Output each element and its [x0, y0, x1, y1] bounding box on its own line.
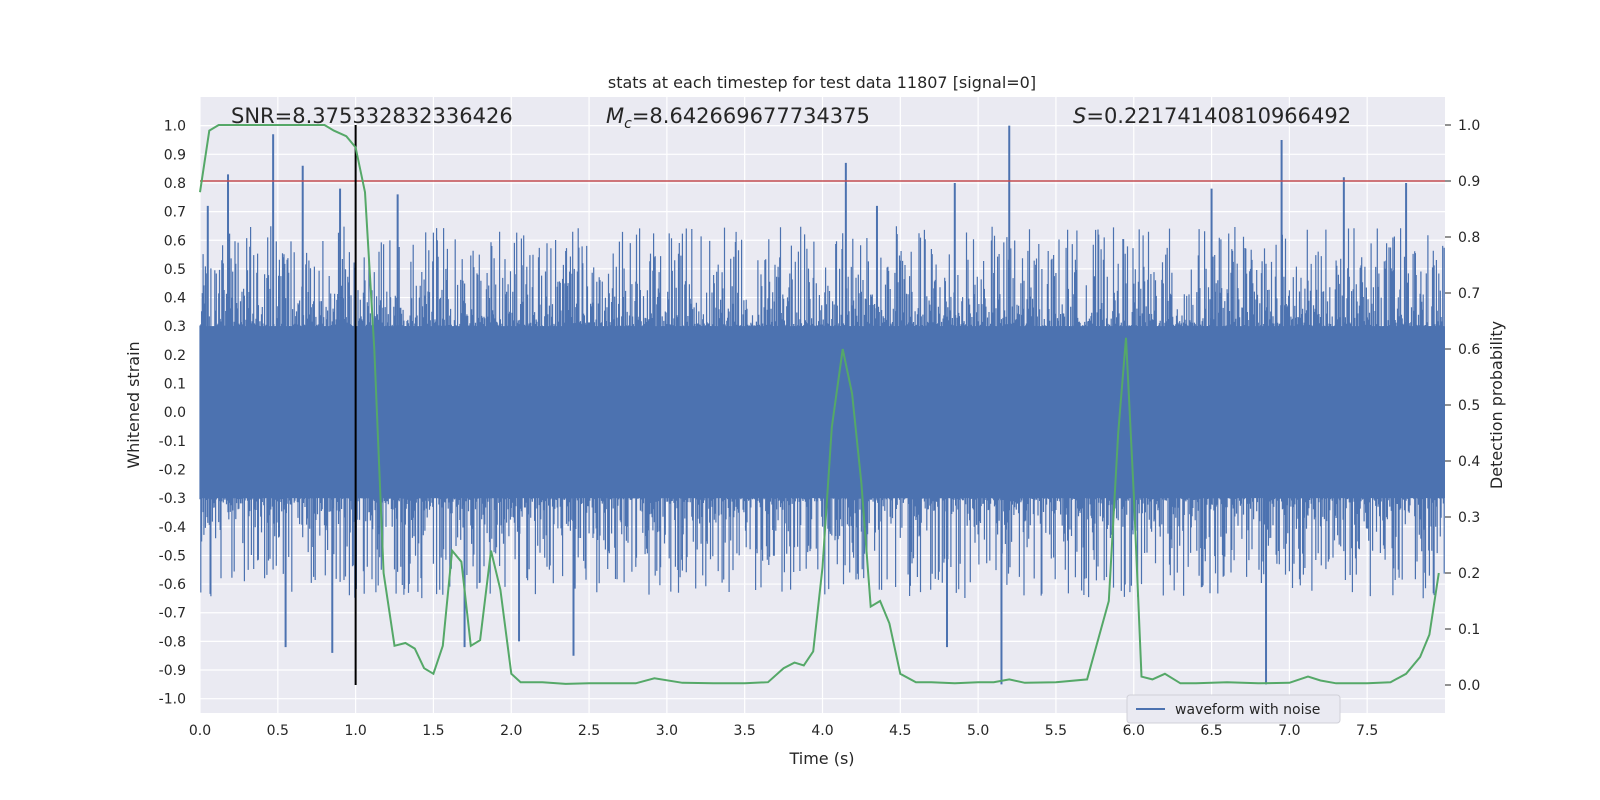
y-tick-label: -0.6	[159, 577, 186, 593]
x-tick-label: 1.5	[422, 723, 444, 739]
y-tick-label: 0.7	[164, 205, 186, 221]
y2-axis-label: Detection probability	[1487, 321, 1506, 489]
waveform-series	[199, 125, 1445, 685]
y-tick-label: -0.5	[159, 548, 186, 564]
x-tick-label: 6.5	[1200, 723, 1222, 739]
y2-tick-labels: 1.0 0.9 0.8 0.7 0.6 0.5 0.4 0.3 0.2 0.1 0.0	[1445, 118, 1480, 694]
x-tick-label: 2.5	[578, 723, 600, 739]
y-tick-label: 0.2	[164, 348, 186, 364]
y-tick-label: -0.1	[159, 434, 186, 450]
mc-symbol: M	[606, 104, 624, 128]
y2-tick-label: 0.8	[1458, 230, 1480, 246]
detection-probability-line	[199, 124, 1440, 685]
x-tick-label: 3.5	[734, 723, 756, 739]
waveform-trace	[199, 226, 1445, 599]
y2-tick-label: 0.7	[1458, 286, 1480, 302]
y-tick-label: 0.4	[164, 291, 186, 307]
y-tick-label: 0.6	[164, 233, 186, 249]
snr-annotation: SNR=8.375332832336426	[231, 104, 513, 128]
chirp-mass-annotation: Mc=8.642669677734375	[606, 104, 870, 132]
y-tick-label: 0.0	[164, 405, 186, 421]
y-tick-label: 0.1	[164, 377, 186, 393]
y2-tick-label: 0.3	[1458, 510, 1480, 526]
x-tick-label: 1.0	[344, 723, 366, 739]
y2-tick-label: 0.6	[1458, 342, 1480, 358]
y-tick-label: -1.0	[159, 692, 186, 708]
y2-tick-label: 1.0	[1458, 118, 1480, 134]
mc-value: =8.642669677734375	[632, 104, 870, 128]
x-tick-label: 7.0	[1278, 723, 1300, 739]
y-tick-label: 0.8	[164, 176, 186, 192]
x-tick-label: 4.0	[811, 723, 833, 739]
legend: waveform with noise	[1126, 694, 1341, 724]
y-tick-label: -0.3	[159, 491, 186, 507]
y-tick-label: 0.3	[164, 319, 186, 335]
x-tick-label: 0.5	[267, 723, 289, 739]
x-tick-label: 0.0	[189, 723, 211, 739]
y-tick-label: 1.0	[164, 119, 186, 135]
s-annotation: S=0.22174140810966492	[1073, 104, 1351, 128]
mc-subscript: c	[624, 116, 632, 132]
s-symbol: S	[1073, 104, 1086, 128]
y-tick-label: -0.2	[159, 462, 186, 478]
x-axis-label: Time (s)	[788, 749, 854, 768]
y-tick-label: 0.9	[164, 147, 186, 163]
chart-title: stats at each timestep for test data 118…	[608, 73, 1036, 92]
x-tick-label: 3.0	[656, 723, 678, 739]
x-tick-labels: 0.0 0.5 1.0 1.5 2.0 2.5 3.0 3.5 4.0 4.5 5.0 5.5 6.0 6…	[189, 723, 1378, 739]
y-tick-label: -0.9	[159, 663, 186, 679]
y2-tick-label: 0.2	[1458, 566, 1480, 582]
y-axis-label: Whitened strain	[124, 341, 143, 468]
y2-tick-label: 0.9	[1458, 174, 1480, 190]
y2-tick-label: 0.5	[1458, 398, 1480, 414]
y-tick-label: -0.8	[159, 634, 186, 650]
y-tick-label: 0.5	[164, 262, 186, 278]
x-tick-label: 7.5	[1356, 723, 1378, 739]
y-tick-labels: 1.0 0.9 0.8 0.7 0.6 0.5 0.4 0.3 0.2 0.1 0.0 -0.1 -0.…	[159, 119, 186, 708]
y2-tick-label: 0.1	[1458, 622, 1480, 638]
s-value: =0.22174140810966492	[1086, 104, 1351, 128]
x-tick-label: 5.5	[1045, 723, 1067, 739]
y2-tick-label: 0.0	[1458, 678, 1480, 694]
y2-tick-label: 0.4	[1458, 454, 1480, 470]
y-tick-label: -0.4	[159, 520, 186, 536]
legend-box	[1126, 694, 1341, 724]
x-tick-label: 6.0	[1123, 723, 1145, 739]
x-tick-label: 4.5	[889, 723, 911, 739]
legend-label: waveform with noise	[1175, 702, 1320, 718]
x-tick-label: 2.0	[500, 723, 522, 739]
x-tick-label: 5.0	[967, 723, 989, 739]
y-tick-label: -0.7	[159, 606, 186, 622]
